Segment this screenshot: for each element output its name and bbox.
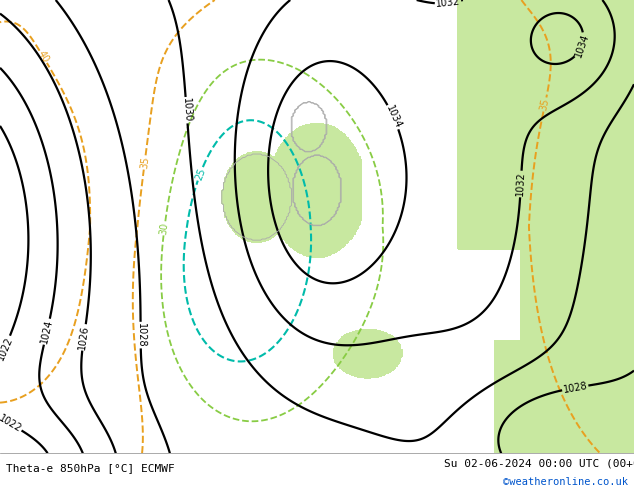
Text: 1030: 1030	[181, 98, 193, 123]
Text: 1032: 1032	[515, 172, 526, 196]
Text: 1034: 1034	[573, 32, 590, 59]
Text: 1022: 1022	[0, 413, 23, 434]
Text: ©weatheronline.co.uk: ©weatheronline.co.uk	[503, 477, 628, 487]
Text: 1022: 1022	[0, 335, 15, 361]
Text: 1028: 1028	[136, 323, 146, 347]
Text: 1032: 1032	[436, 0, 461, 9]
Text: Su 02-06-2024 00:00 UTC (00+00): Su 02-06-2024 00:00 UTC (00+00)	[444, 459, 634, 468]
Text: 1034: 1034	[384, 104, 403, 130]
Text: 30: 30	[158, 221, 170, 235]
Text: Theta-e 850hPa [°C] ECMWF: Theta-e 850hPa [°C] ECMWF	[6, 463, 175, 473]
Text: 1024: 1024	[39, 318, 55, 345]
Text: 40: 40	[36, 49, 51, 65]
Text: 1028: 1028	[562, 381, 588, 395]
Text: 35: 35	[139, 156, 150, 169]
Text: 1026: 1026	[77, 324, 91, 350]
Text: 25: 25	[193, 166, 207, 181]
Text: 35: 35	[539, 98, 551, 112]
